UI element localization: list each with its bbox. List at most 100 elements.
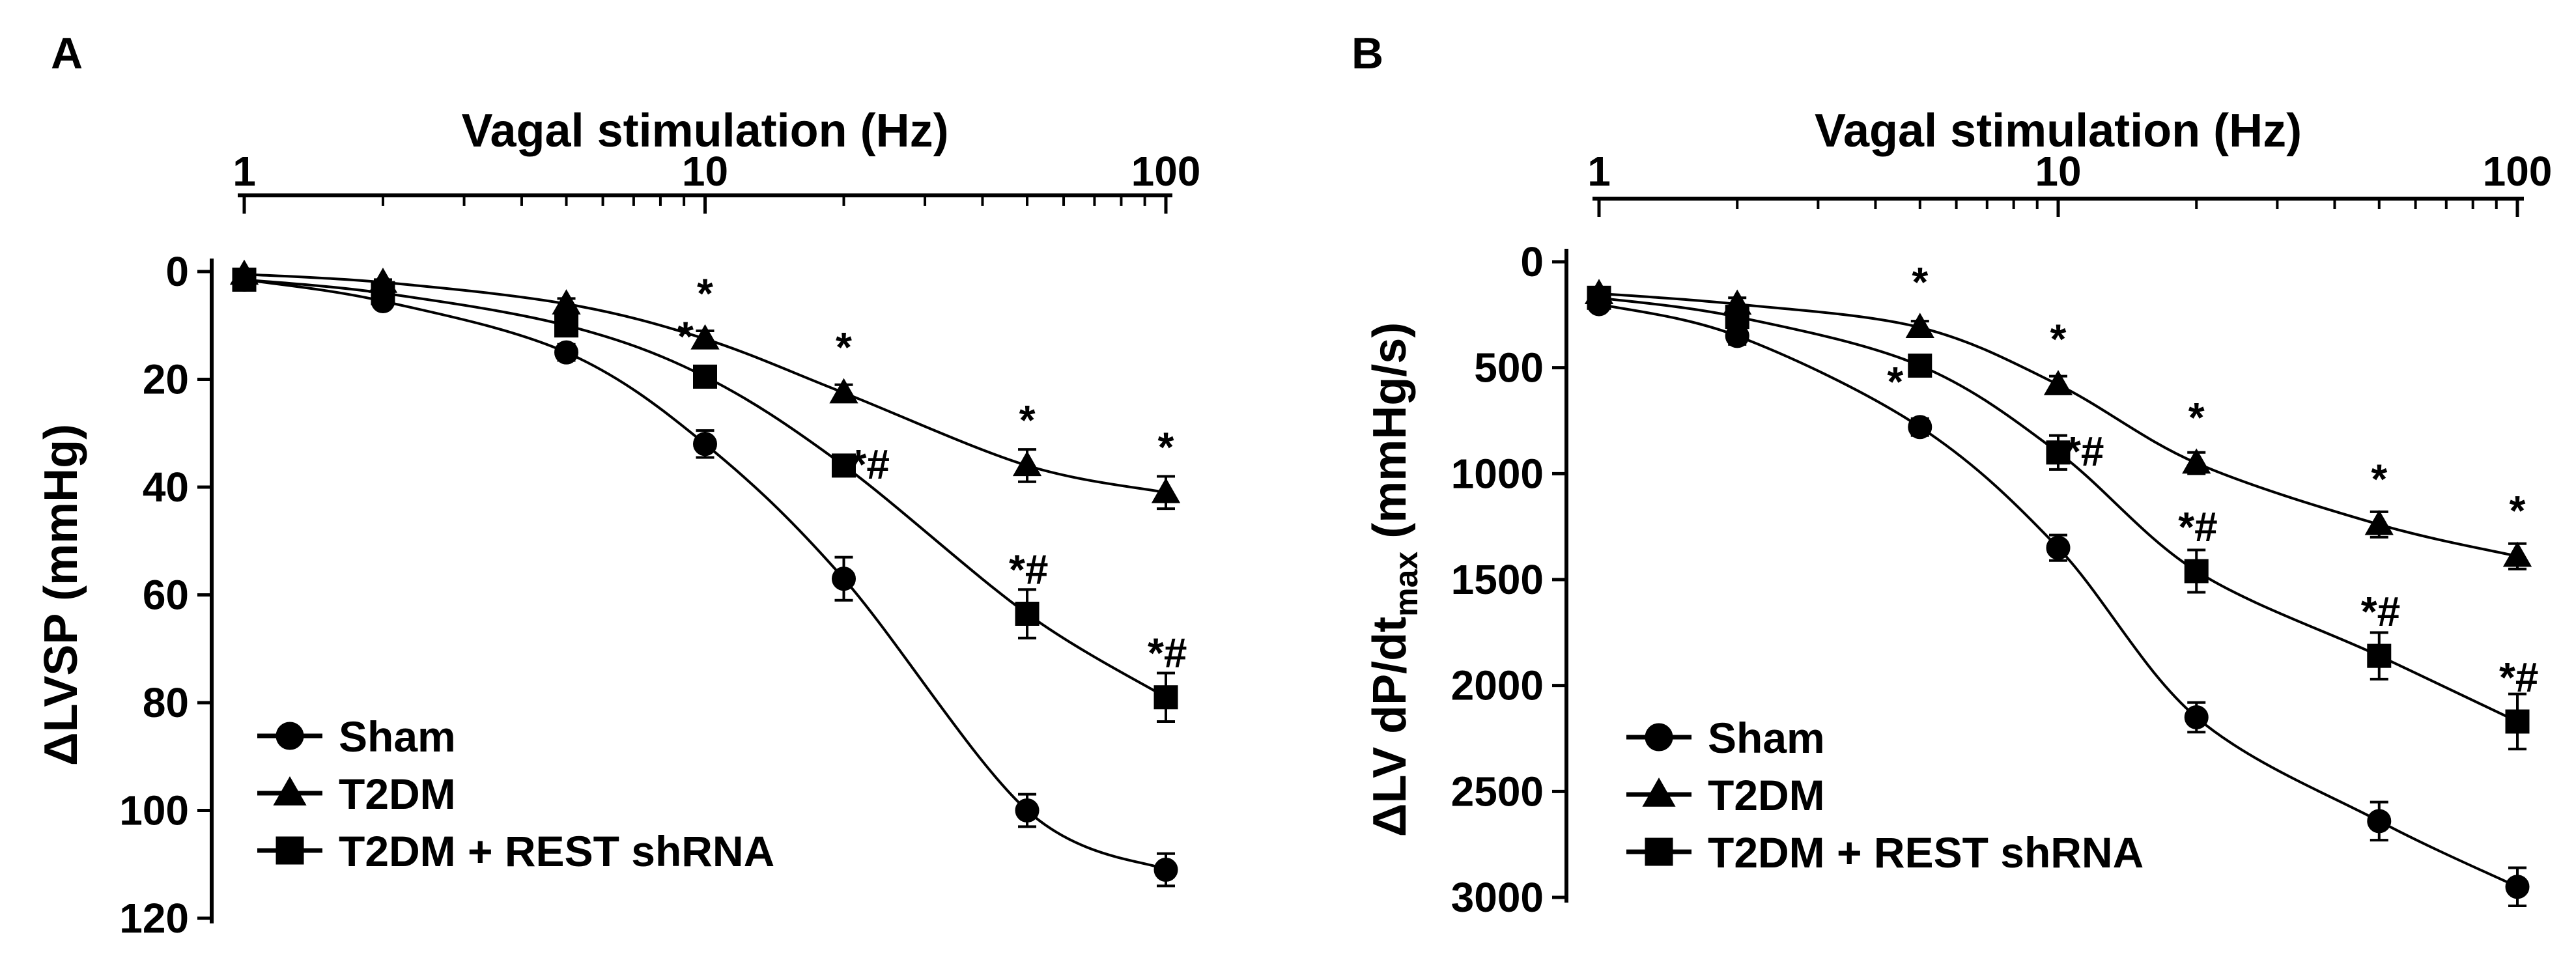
significance-annotation: * [2188, 394, 2205, 441]
x-tick-label: 1 [233, 148, 256, 195]
legend-label: T2DM [339, 770, 456, 818]
legend-label: Sham [1708, 714, 1825, 762]
y-tick-label: 2500 [1451, 768, 1544, 815]
y-tick-label: 120 [119, 895, 189, 942]
data-point [831, 453, 856, 478]
data-point [2184, 705, 2209, 729]
significance-annotation: * [2510, 487, 2526, 534]
panel-label: A [51, 29, 83, 78]
legend-label: T2DM + REST shRNA [1708, 828, 2144, 877]
data-point [1725, 305, 1749, 330]
data-point [1012, 451, 1042, 477]
x-tick-label: 10 [2035, 148, 2081, 195]
significance-annotation: *# [2499, 654, 2539, 701]
y-axis-title-main: ΔLV dP/dt [1364, 617, 1416, 837]
legend-marker [276, 722, 304, 750]
y-tick-label: 0 [1520, 238, 1544, 285]
significance-annotation: *# [850, 441, 890, 488]
significance-annotation: * [1887, 358, 1903, 405]
panel-a-chart: A Vagal stimulation (Hz) 1 10 100 0 20 40 60 80 10… [35, 29, 1200, 942]
data-point [2367, 809, 2392, 834]
legend-item: Sham [257, 712, 456, 761]
data-point [1151, 477, 1181, 503]
data-point [1908, 353, 1932, 378]
legend-item: T2DM + REST shRNA [257, 827, 774, 875]
y-tick-label: 80 [143, 679, 189, 726]
significance-annotation: * [836, 324, 852, 371]
data-point [2182, 448, 2211, 474]
significance-annotation: * [2371, 455, 2387, 502]
x-tick-label: 10 [682, 148, 728, 195]
data-point [2364, 509, 2394, 535]
y-tick-label: 0 [165, 248, 189, 295]
legend: Sham T2DM T2DM + REST shRNA [1626, 714, 2144, 877]
y-tick-label: 2000 [1451, 662, 1544, 709]
data-point [2505, 875, 2530, 899]
series-t2dm-rest-shrna: * *# *# *# [232, 267, 1187, 723]
legend: Sham T2DM T2DM + REST shRNA [257, 712, 774, 875]
legend-marker [1645, 723, 1673, 752]
y-tick-label: 1000 [1451, 450, 1544, 497]
data-point [371, 281, 395, 305]
data-point [1154, 685, 1178, 710]
y-tick-label: 20 [143, 356, 189, 403]
y-tick-label: 500 [1474, 344, 1544, 391]
legend-marker [1645, 837, 1673, 866]
significance-annotation: *# [1148, 630, 1187, 677]
series-t2dm-rest-shrna: *# *# *# *# [1587, 285, 2539, 751]
y-axis-title: ΔLVSP (mmHg) [35, 424, 87, 766]
data-point [1015, 601, 1040, 626]
data-point [1154, 858, 1178, 882]
significance-annotation: *# [1009, 546, 1049, 593]
data-point [2184, 559, 2209, 583]
y-axis-title: ΔLV dP/dtmax (mmHg/s) [1364, 322, 1424, 837]
data-point [831, 567, 856, 591]
significance-annotation: * [2050, 316, 2067, 363]
data-point [693, 364, 717, 389]
data-point [2367, 643, 2392, 668]
legend-label: Sham [339, 712, 456, 761]
legend-item: T2DM + REST shRNA [1626, 828, 2144, 877]
significance-annotation: * [697, 270, 713, 316]
y-tick-label: 100 [119, 787, 189, 834]
x-axis-title: Vagal stimulation (Hz) [1815, 105, 2302, 157]
y-tick-label: 40 [143, 464, 189, 511]
data-point [232, 267, 257, 292]
significance-annotation: *# [2178, 503, 2218, 550]
data-point [554, 340, 579, 365]
data-point [2043, 370, 2073, 395]
data-point [829, 378, 858, 404]
legend-marker [276, 836, 304, 865]
significance-annotation: * [1019, 397, 1036, 443]
significance-annotation: * [1912, 259, 1928, 305]
x-tick-label: 100 [1131, 148, 1201, 195]
x-tick-label: 100 [2483, 148, 2553, 195]
y-axis-title-units: (mmHg/s) [1364, 322, 1416, 552]
legend-item: T2DM [1626, 771, 1825, 819]
data-point [693, 432, 717, 457]
data-point [2046, 535, 2071, 560]
legend-label: T2DM [1708, 771, 1825, 819]
data-point [1587, 285, 1611, 310]
data-point [2502, 541, 2532, 567]
legend-marker [273, 776, 307, 806]
data-point [2046, 440, 2071, 465]
significance-annotation: *# [2065, 428, 2104, 475]
data-point [1015, 798, 1040, 822]
significance-annotation: *# [2361, 588, 2401, 635]
data-point [1905, 313, 1934, 339]
legend-item: T2DM [257, 770, 456, 818]
data-point [1908, 415, 1932, 440]
y-axis-title-subscript: max [1388, 552, 1424, 617]
y-tick-label: 3000 [1451, 874, 1544, 921]
legend-marker [1642, 777, 1676, 807]
panel-label: B [1352, 29, 1383, 78]
y-tick-label: 1500 [1451, 556, 1544, 603]
significance-annotation: * [677, 313, 694, 359]
y-tick-label: 60 [143, 572, 189, 619]
data-point [554, 313, 579, 338]
legend-item: Sham [1626, 714, 1825, 762]
data-point [690, 324, 720, 350]
